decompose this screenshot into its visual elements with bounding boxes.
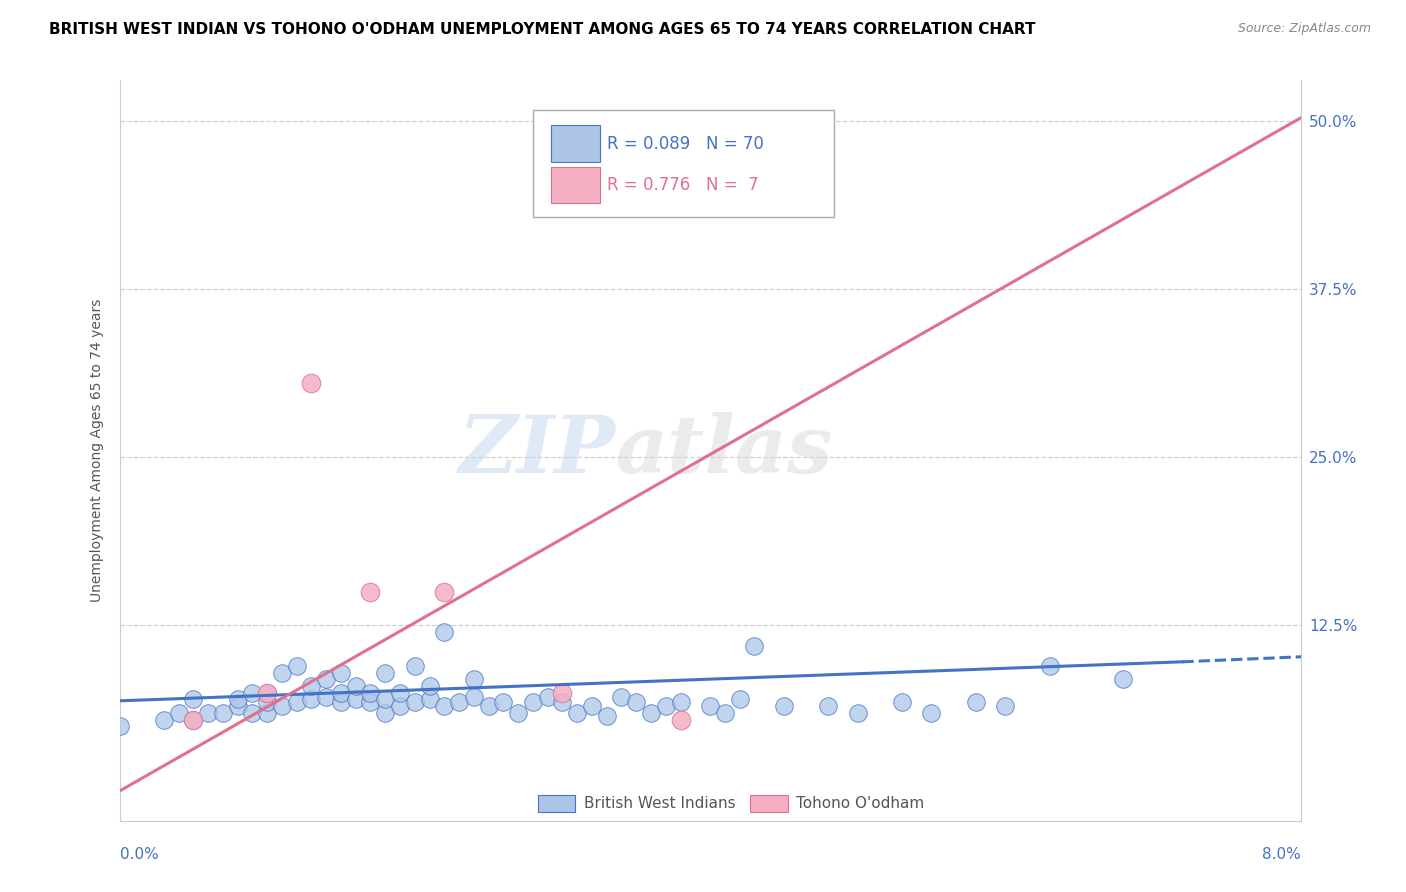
Point [463, 690, 485, 704]
FancyBboxPatch shape [533, 110, 834, 218]
Point [374, 692, 396, 706]
Point [360, 584, 382, 599]
Point [965, 695, 987, 709]
Point [388, 686, 412, 700]
Point [285, 658, 308, 673]
Text: ZIP: ZIP [458, 412, 616, 489]
Point [699, 699, 721, 714]
Point [419, 679, 441, 693]
Point [537, 690, 560, 704]
Point [565, 706, 589, 720]
Point [669, 713, 692, 727]
Point [551, 695, 574, 709]
Point [742, 639, 765, 653]
Point [891, 695, 914, 709]
Point [256, 686, 278, 700]
Point [506, 706, 529, 720]
Point [714, 706, 737, 720]
Point [994, 699, 1017, 714]
Point [846, 706, 869, 720]
Point [226, 699, 249, 714]
Point [463, 673, 485, 687]
Point [167, 706, 190, 720]
Point [226, 692, 249, 706]
Point [285, 695, 308, 709]
Point [404, 658, 426, 673]
Point [153, 713, 174, 727]
Point [728, 692, 751, 706]
Text: atlas: atlas [616, 412, 832, 489]
Text: 8.0%: 8.0% [1261, 847, 1301, 862]
Point [344, 679, 367, 693]
Text: BRITISH WEST INDIAN VS TOHONO O'ODHAM UNEMPLOYMENT AMONG AGES 65 TO 74 YEARS COR: BRITISH WEST INDIAN VS TOHONO O'ODHAM UN… [49, 22, 1036, 37]
Point [270, 699, 294, 714]
Point [1038, 658, 1062, 673]
Point [329, 665, 352, 680]
FancyBboxPatch shape [551, 167, 600, 203]
Point [640, 706, 662, 720]
Point [183, 713, 205, 727]
Point [374, 665, 396, 680]
Point [404, 695, 426, 709]
Text: Source: ZipAtlas.com: Source: ZipAtlas.com [1237, 22, 1371, 36]
Point [256, 695, 278, 709]
Text: R = 0.089   N = 70: R = 0.089 N = 70 [607, 135, 763, 153]
Point [301, 376, 323, 391]
Point [329, 686, 352, 700]
Point [183, 692, 205, 706]
Point [433, 699, 456, 714]
Point [301, 692, 323, 706]
Point [360, 686, 382, 700]
Text: R = 0.776   N =  7: R = 0.776 N = 7 [607, 177, 759, 194]
FancyBboxPatch shape [551, 126, 600, 161]
Point [315, 673, 337, 687]
Point [655, 699, 678, 714]
Point [242, 686, 264, 700]
Point [478, 699, 501, 714]
FancyBboxPatch shape [537, 795, 575, 813]
Point [921, 706, 943, 720]
Point [626, 695, 648, 709]
Point [596, 708, 619, 723]
Point [108, 719, 131, 733]
Point [301, 679, 323, 693]
Y-axis label: Unemployment Among Ages 65 to 74 years: Unemployment Among Ages 65 to 74 years [90, 299, 104, 602]
Point [433, 584, 456, 599]
Point [197, 706, 219, 720]
Point [773, 699, 796, 714]
FancyBboxPatch shape [751, 795, 787, 813]
Point [329, 695, 352, 709]
Text: Tohono O'odham: Tohono O'odham [796, 797, 925, 811]
Point [256, 706, 278, 720]
Point [388, 699, 412, 714]
Point [270, 665, 294, 680]
Point [447, 695, 470, 709]
Point [1112, 673, 1135, 687]
Point [211, 706, 233, 720]
Point [419, 692, 441, 706]
Point [433, 625, 456, 640]
Point [669, 695, 692, 709]
Point [256, 686, 278, 700]
Point [315, 690, 337, 704]
Point [817, 699, 839, 714]
Point [183, 713, 205, 727]
Point [551, 686, 574, 700]
Point [242, 706, 264, 720]
Point [581, 699, 603, 714]
Point [360, 695, 382, 709]
Text: 0.0%: 0.0% [120, 847, 159, 862]
Point [522, 695, 544, 709]
Point [610, 690, 633, 704]
Point [374, 706, 396, 720]
Point [492, 695, 515, 709]
Point [344, 692, 367, 706]
Text: British West Indians: British West Indians [583, 797, 735, 811]
